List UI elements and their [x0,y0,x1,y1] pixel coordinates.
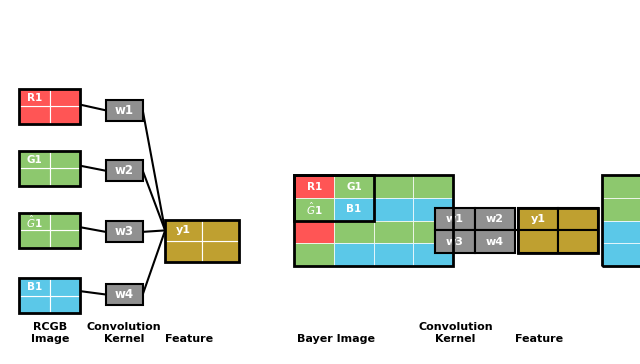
Text: RCGB
Image: RCGB Image [31,323,69,344]
Bar [413,175,453,198]
Bar [294,198,334,221]
Text: R1: R1 [27,93,42,103]
Bar [602,221,640,243]
Bar [413,221,453,243]
Text: G1: G1 [26,155,42,165]
Bar [602,175,640,266]
Bar [558,208,598,230]
Bar [518,208,598,253]
Bar [334,175,374,198]
Bar [294,175,334,198]
Bar [50,168,80,186]
Bar [374,198,413,221]
Bar [374,243,413,266]
Bar [165,220,202,241]
Text: w2: w2 [115,164,134,177]
Bar [106,221,143,242]
Bar [19,278,80,313]
Text: $\hat{G}$1: $\hat{G}$1 [306,201,323,217]
Text: w3: w3 [446,237,464,247]
Text: w3: w3 [115,225,134,238]
Bar [202,220,239,241]
Bar [19,89,80,124]
Bar [50,89,80,106]
Bar [19,278,50,296]
Text: Feature: Feature [164,334,213,344]
Bar [294,243,334,266]
Bar [334,221,374,243]
Bar [518,208,558,230]
Bar [50,106,80,124]
Bar [294,175,374,221]
Text: w2: w2 [486,214,504,224]
Bar [334,198,374,221]
Bar [50,230,80,248]
Bar [50,151,80,168]
Bar [106,100,143,121]
Text: w1: w1 [446,214,464,224]
Bar [19,106,50,124]
Bar [602,198,640,221]
Text: $\hat{G}$1: $\hat{G}$1 [26,213,43,230]
Bar [602,243,640,266]
Text: w4: w4 [486,237,504,247]
Bar [413,243,453,266]
Text: R1: R1 [307,182,322,192]
Bar [602,175,640,198]
Text: Convolution
Kernel: Convolution Kernel [87,323,161,344]
Text: B1: B1 [346,204,362,214]
Bar [294,221,334,243]
Text: G1: G1 [346,182,362,192]
Bar [165,220,239,262]
Bar [50,213,80,230]
Bar [475,230,515,253]
Bar [106,160,143,181]
Text: w4: w4 [115,288,134,301]
Bar [435,208,475,230]
Bar [294,175,453,266]
Bar [334,243,374,266]
Bar [19,213,50,230]
Bar [518,230,558,253]
Bar [19,168,50,186]
Bar [475,208,515,230]
Bar [165,241,202,262]
Text: y1: y1 [176,225,191,236]
Bar [50,278,80,296]
Text: Convolution
Kernel: Convolution Kernel [419,323,493,344]
Text: w1: w1 [115,104,134,117]
Bar [19,89,50,106]
Bar [374,175,413,198]
Bar [413,198,453,221]
Bar [19,230,50,248]
Bar [19,151,50,168]
Text: y1: y1 [531,214,546,224]
Bar [202,241,239,262]
Bar [106,284,143,305]
Bar [19,296,50,313]
Bar [19,213,80,248]
Text: Feature: Feature [515,334,564,344]
Text: B1: B1 [27,282,42,292]
Bar [374,221,413,243]
Bar [19,151,80,186]
Bar [50,296,80,313]
Text: Bayer Image: Bayer Image [297,334,375,344]
Bar [435,230,475,253]
Bar [558,230,598,253]
